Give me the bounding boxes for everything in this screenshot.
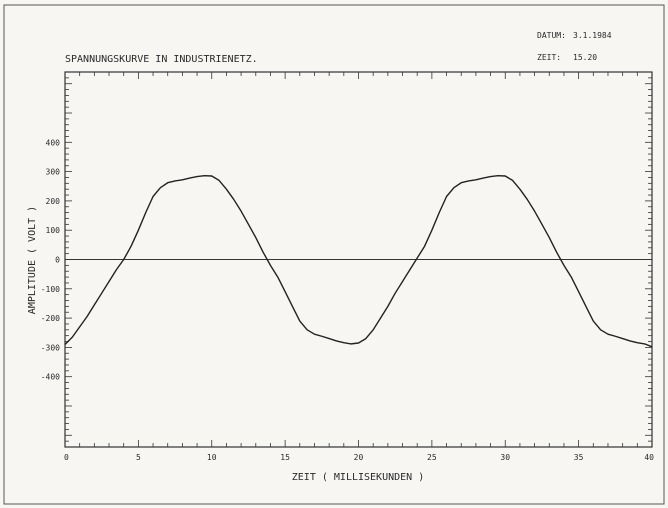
series-line-voltage (64, 175, 653, 348)
x-tick-label: 5 (136, 453, 141, 462)
time-value: 15.20 (573, 53, 597, 62)
x-axis-label: ZEIT ( MILLISEKUNDEN ) (292, 472, 424, 483)
x-tick-label: 30 (500, 453, 510, 462)
page-border (3, 4, 665, 505)
chart-title: SPANNUNGSKURVE IN INDUSTRIENETZ. (65, 54, 258, 65)
x-tick-label: 35 (574, 453, 584, 462)
x-tick-label: 10 (207, 453, 217, 462)
x-tick-label: 15 (280, 453, 290, 462)
x-tick-label: 25 (427, 453, 437, 462)
date-label: DATUM: (537, 31, 566, 40)
y-tick-label: 400 (46, 138, 61, 147)
time-label: ZEIT: (537, 53, 561, 62)
y-tick-label: 200 (46, 197, 61, 206)
x-tick-label: 20 (354, 453, 364, 462)
y-tick-label: -100 (41, 285, 60, 294)
date-value: 3.1.1984 (573, 31, 612, 40)
y-tick-label: -400 (41, 373, 60, 382)
y-tick-label: 100 (46, 226, 61, 235)
x-axis: 0 5 10 15 20 25 30 35 40 (64, 453, 654, 462)
y-tick-label: 0 (55, 256, 60, 265)
y-axis-label: AMPLITUDE ( VOLT ) (27, 206, 38, 314)
y-tick-label: -200 (41, 314, 60, 323)
y-tick-label: -300 (41, 343, 60, 352)
x-tick-label: 40 (644, 453, 654, 462)
x-tick-label: 0 (64, 453, 69, 462)
y-axis: 400 300 200 100 0 -100 -200 -300 -400 (41, 138, 60, 381)
y-tick-label: 300 (46, 168, 61, 177)
